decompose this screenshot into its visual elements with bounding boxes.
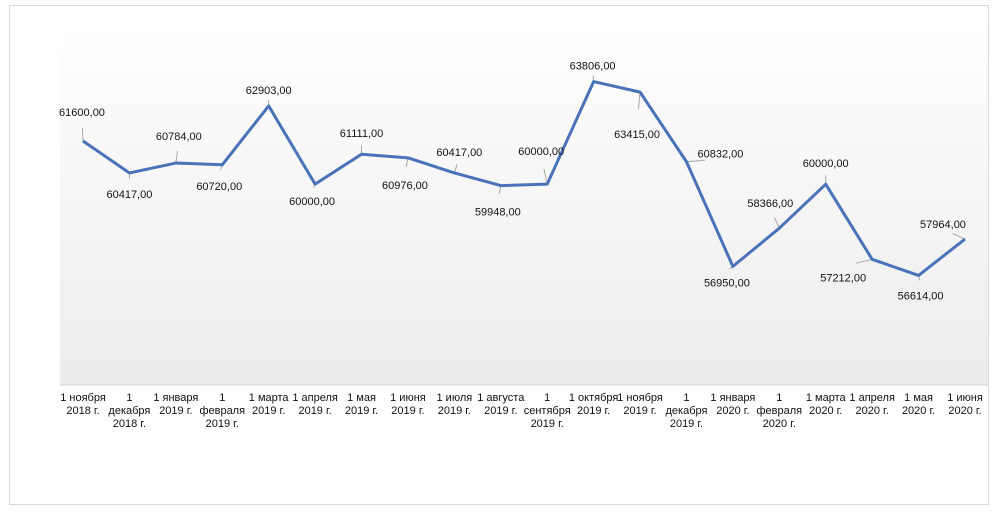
data-label: 60417,00 <box>436 147 482 159</box>
x-tick-label: 1 апреля 2019 г. <box>292 392 338 417</box>
x-tick-label: 1 мая 2020 г. <box>901 392 936 417</box>
data-label: 61600,00 <box>59 107 105 119</box>
data-label: 60000,00 <box>289 196 335 208</box>
x-tick-label: 1 июня 2019 г. <box>390 392 426 417</box>
x-tick-label: 1 января 2019 г. <box>153 392 199 417</box>
x-tick-label: 1 ноября 2019 г. <box>617 392 663 417</box>
data-label-leader <box>81 127 84 142</box>
x-tick-label: 1 декабря 2019 г. <box>665 392 708 430</box>
data-label: 58366,00 <box>747 198 793 210</box>
x-tick-label: 1 января 2020 г. <box>710 392 756 417</box>
x-tick-label: 1 декабря 2018 г. <box>108 392 151 430</box>
data-label-leader <box>453 163 458 174</box>
x-tick-label: 1 августа 2019 г. <box>477 392 525 417</box>
data-label: 63415,00 <box>614 129 660 141</box>
x-tick-label: 1 марта 2020 г. <box>805 392 846 417</box>
data-label: 60832,00 <box>698 149 744 161</box>
x-tick-label: 1 июня 2020 г. <box>947 392 983 417</box>
data-label-leader <box>637 92 641 110</box>
data-label: 57212,00 <box>820 272 866 284</box>
data-label: 60784,00 <box>156 131 202 143</box>
x-tick-label: 1 октября 2019 г. <box>568 392 619 417</box>
data-label: 62903,00 <box>246 85 292 97</box>
data-label-leader <box>543 168 548 185</box>
data-label: 61111,00 <box>340 128 383 140</box>
x-tick-label: 1 сентября 2019 г. <box>523 392 571 430</box>
x-tick-label: 1 апреля 2020 г. <box>849 392 895 417</box>
data-label: 57964,00 <box>920 219 966 231</box>
series-line <box>82 80 966 277</box>
x-tick-label: 1 февраля 2020 г. <box>756 392 803 430</box>
data-label-leader <box>952 233 966 240</box>
x-tick-label: 1 мая 2019 г. <box>344 392 379 417</box>
data-label-leader <box>686 159 706 163</box>
data-label-leader <box>175 150 178 164</box>
x-tick-label: 1 ноября 2018 г. <box>60 392 106 417</box>
data-label-leader <box>773 217 780 229</box>
data-label: 63806,00 <box>570 61 616 73</box>
data-label: 59948,00 <box>475 207 521 219</box>
data-label: 60000,00 <box>518 146 564 158</box>
plot-area <box>60 20 988 385</box>
x-tick-label: 1 июля 2019 г. <box>436 392 473 417</box>
data-label: 56614,00 <box>898 290 944 302</box>
x-tick-label: 1 марта 2019 г. <box>248 392 289 417</box>
data-label: 60720,00 <box>196 181 242 193</box>
data-label-leader <box>856 258 873 264</box>
data-label: 56950,00 <box>704 277 750 289</box>
data-label: 60417,00 <box>106 189 152 201</box>
data-label: 60000,00 <box>803 158 849 170</box>
x-tick-label: 1 февраля 2019 г. <box>199 392 246 430</box>
data-label: 60976,00 <box>382 180 428 192</box>
